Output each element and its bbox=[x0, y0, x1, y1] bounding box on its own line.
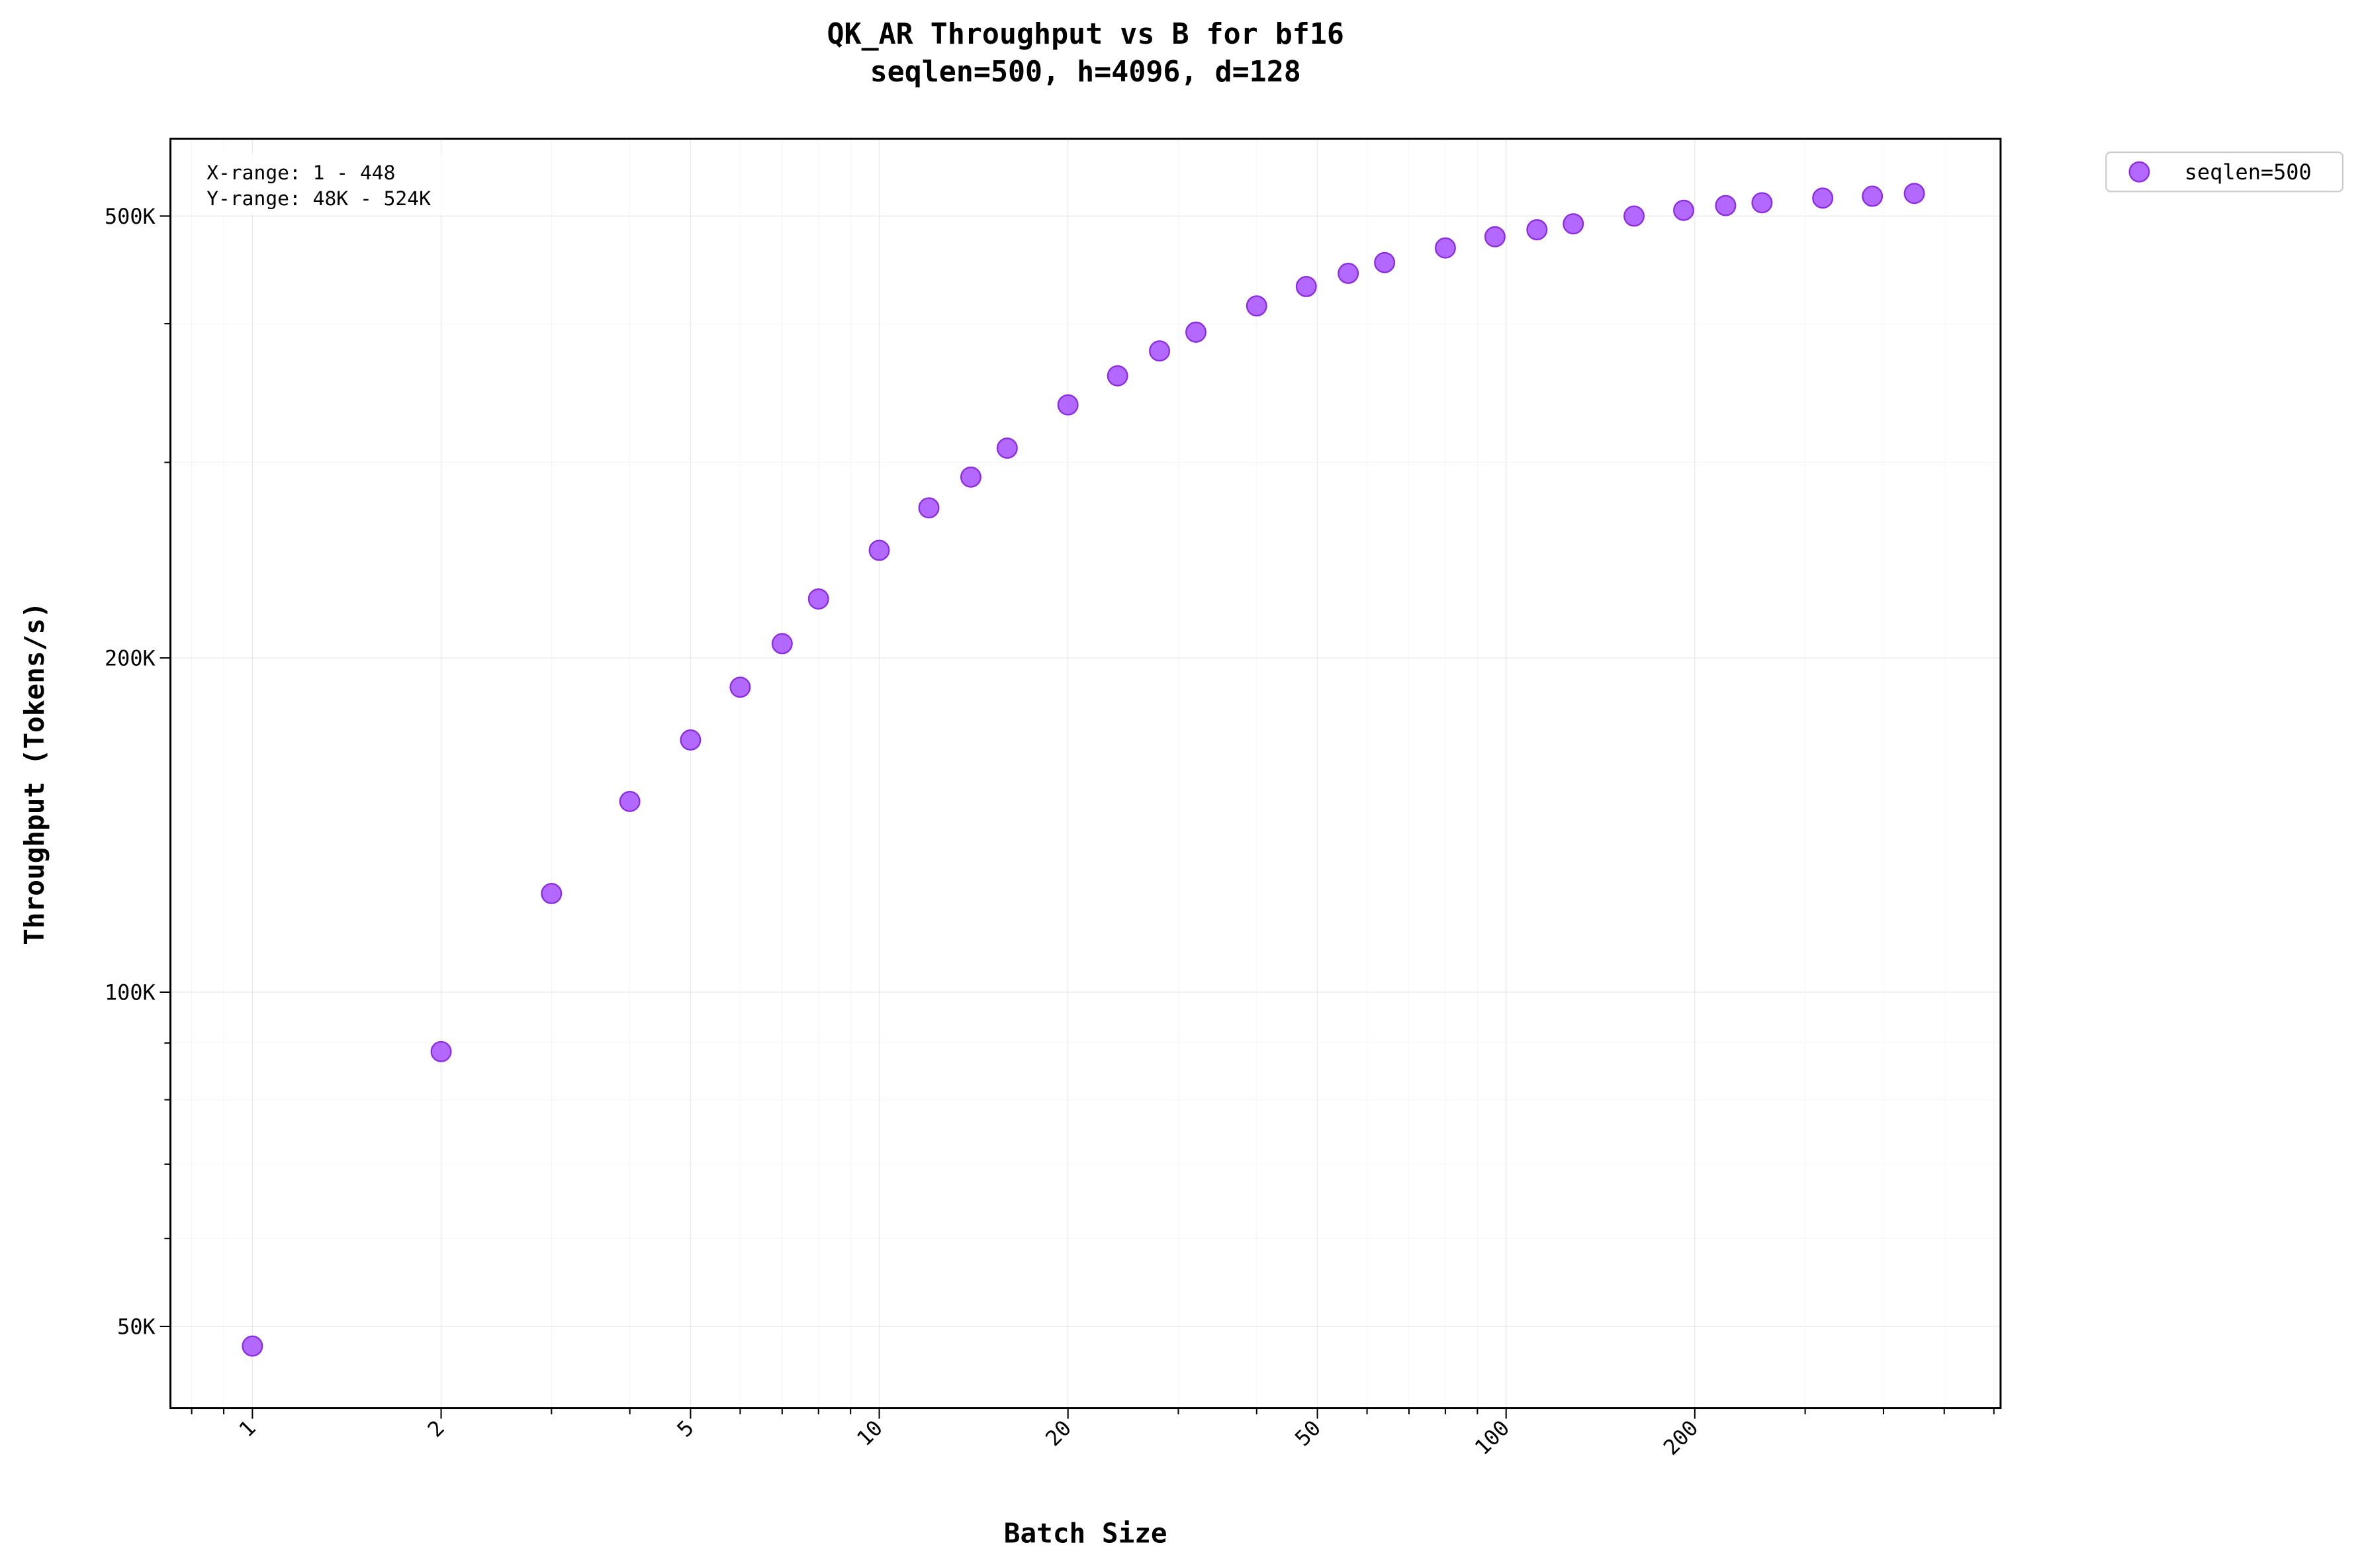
data-point bbox=[619, 790, 641, 812]
data-point bbox=[918, 497, 940, 519]
axis-ticks: 1 2 5 10 20 50 100 200 50K 100K 200K 500K bbox=[105, 204, 1995, 1460]
data-point bbox=[1812, 187, 1834, 209]
data-point bbox=[1149, 340, 1171, 362]
legend-marker bbox=[2128, 161, 2150, 183]
y-tick-label: 50K bbox=[117, 1314, 156, 1339]
y-axis-label: Throughput (Tokens/s) bbox=[19, 602, 50, 945]
data-point bbox=[242, 1335, 263, 1357]
data-point bbox=[1484, 226, 1506, 248]
x-tick-label: 100 bbox=[1470, 1415, 1515, 1460]
legend-label: seqlen=500 bbox=[2185, 160, 2312, 185]
y-tick-label: 200K bbox=[105, 645, 156, 670]
data-point bbox=[1673, 199, 1694, 221]
legend: seqlen=500 bbox=[2105, 151, 2344, 193]
data-point bbox=[1295, 275, 1317, 297]
data-point bbox=[996, 438, 1018, 459]
y-tick-label: 100K bbox=[105, 980, 156, 1005]
data-point bbox=[729, 676, 751, 698]
grid bbox=[170, 138, 2001, 1408]
x-tick-label: 50 bbox=[1290, 1415, 1326, 1451]
x-axis-label: Batch Size bbox=[1004, 1517, 1167, 1549]
data-point bbox=[1526, 219, 1548, 241]
data-points bbox=[242, 183, 1925, 1357]
data-point bbox=[868, 539, 890, 561]
data-point bbox=[1246, 295, 1267, 317]
data-point bbox=[960, 466, 981, 488]
data-point bbox=[541, 883, 563, 904]
plot-frame bbox=[169, 138, 2002, 1410]
data-point bbox=[1185, 321, 1206, 343]
data-point bbox=[1715, 195, 1737, 216]
data-point bbox=[1862, 185, 1884, 207]
data-point bbox=[1434, 237, 1456, 259]
chart-title: QK_AR Throughput vs B for bf16 bbox=[827, 18, 1343, 51]
x-tick-label: 1 bbox=[234, 1415, 260, 1442]
annotation-y-range: Y-range: 48K - 524K bbox=[206, 187, 431, 210]
data-point bbox=[1903, 183, 1925, 205]
x-tick-label: 20 bbox=[1040, 1415, 1076, 1451]
data-point bbox=[771, 633, 793, 655]
data-point bbox=[1623, 205, 1645, 227]
data-point bbox=[430, 1040, 452, 1062]
data-point bbox=[1338, 263, 1359, 284]
annotation-x-range: X-range: 1 - 448 bbox=[206, 161, 395, 184]
data-point bbox=[1563, 213, 1584, 235]
data-point bbox=[1107, 365, 1128, 387]
data-point bbox=[1057, 394, 1079, 416]
legend-box bbox=[2105, 151, 2344, 193]
annotation-box bbox=[193, 154, 468, 214]
data-point bbox=[807, 588, 829, 610]
data-point bbox=[680, 729, 702, 751]
y-tick-label: 500K bbox=[105, 204, 156, 229]
x-tick-label: 5 bbox=[672, 1415, 698, 1442]
x-tick-label: 200 bbox=[1659, 1415, 1704, 1460]
data-point bbox=[1374, 252, 1396, 273]
data-point bbox=[1751, 192, 1773, 214]
chart-subtitle: seqlen=500, h=4096, d=128 bbox=[870, 56, 1301, 89]
x-tick-label: 10 bbox=[852, 1415, 887, 1451]
x-tick-label: 2 bbox=[423, 1415, 449, 1442]
